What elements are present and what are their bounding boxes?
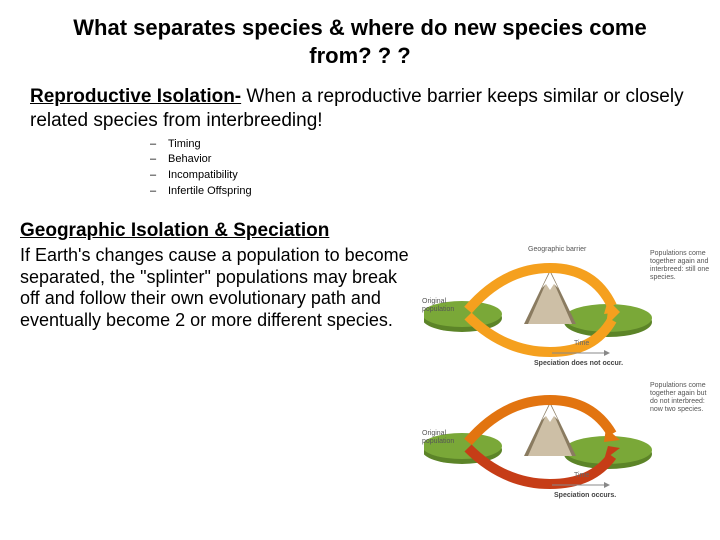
list-item: –Incompatibility [150,168,700,184]
repro-bullet-list: –Timing –Behavior –Incompatibility –Infe… [150,137,700,201]
time-arrow-icon [552,349,612,357]
label-original-population: Original population [422,298,468,314]
geo-isolation-text: If Earth's changes cause a population to… [20,245,409,330]
label-speciation-occurs: Speciation occurs. [554,492,616,500]
label-original-population-2: Original population [422,430,468,446]
label-rejoin-diff: Populations come together again but do n… [650,382,714,414]
label-geographic-barrier: Geographic barrier [528,246,588,254]
axis-time-bottom: Time [574,472,589,479]
list-item: –Infertile Offspring [150,184,700,200]
diagram-panel-top: Original population Geographic barrier P… [424,250,714,358]
axis-time-top: Time [574,340,589,347]
repro-isolation-paragraph: Reproductive Isolation- When a reproduct… [30,85,690,133]
list-item: –Behavior [150,152,700,168]
repro-isolation-term: Reproductive Isolation- [30,86,241,107]
time-arrow-icon [552,481,612,489]
geo-isolation-term: Geographic Isolation & Speciation [20,220,420,243]
geo-isolation-paragraph: Geographic Isolation & Speciation If Ear… [20,220,420,331]
list-item: –Timing [150,137,700,153]
label-rejoin-same: Populations come together again and inte… [650,250,714,282]
speciation-diagram: Original population Geographic barrier P… [424,250,714,514]
label-no-speciation: Speciation does not occur. [534,360,623,368]
slide-title: What separates species & where do new sp… [60,14,660,69]
diagram-panel-bottom: Original population Populations come tog… [424,382,714,490]
